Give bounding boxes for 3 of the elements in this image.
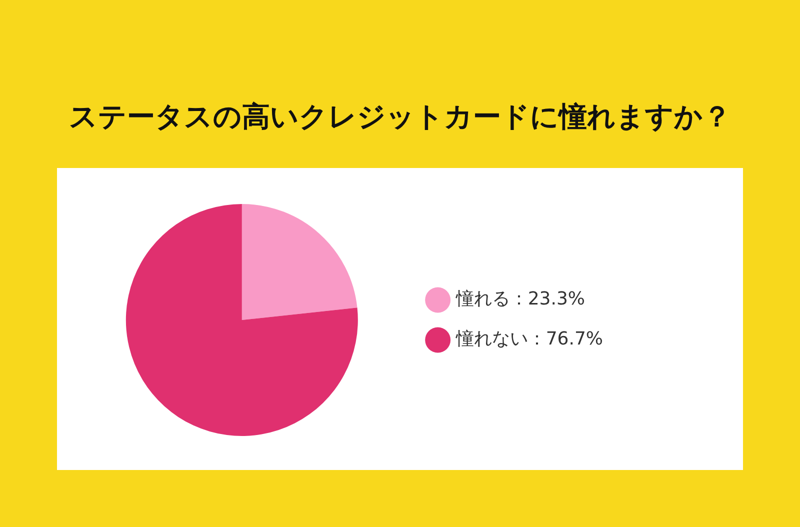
chart-title: ステータスの高いクレジットカードに憧れますか？ — [68, 99, 732, 135]
legend-label: 憧れる：23.3% — [454, 288, 586, 310]
legend-label: 憧れない：76.7% — [454, 328, 604, 350]
